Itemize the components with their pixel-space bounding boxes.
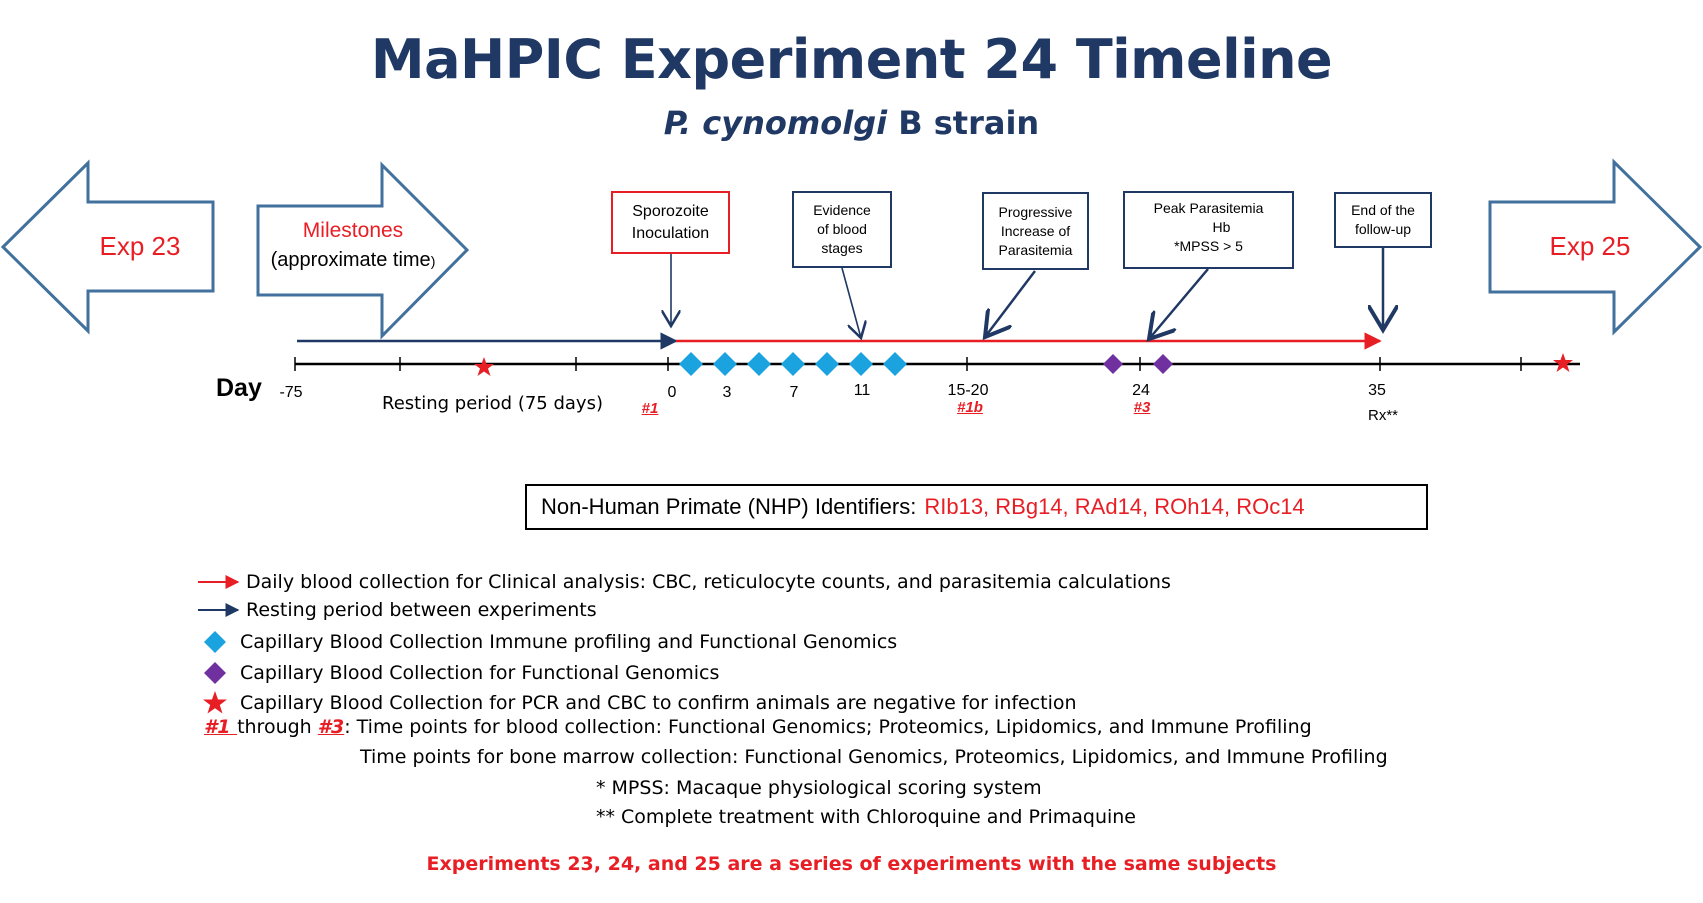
milestone-end-followup: End of the follow-up (1334, 192, 1432, 248)
legend-cyan-diamond-text: Capillary Blood Collection Immune profil… (240, 631, 898, 653)
footer-note: Experiments 23, 24, and 25 are a series … (426, 853, 1277, 875)
tick-label: 0 (667, 384, 677, 401)
legend-rx-note: ** Complete treatment with Chloroquine a… (596, 806, 1136, 828)
cyan-diamond (747, 352, 771, 376)
milestone-line: Evidence (813, 202, 871, 218)
legend-cyan-diamond (204, 631, 226, 653)
milestone-line: follow-up (1354, 221, 1412, 237)
legend-tp-first: #1 (204, 716, 238, 738)
timepoint-1b: #1b (957, 399, 983, 416)
timepoint-1: #1 (641, 400, 659, 417)
legend-tp-desc: : Time points for blood collection: Func… (344, 716, 1312, 738)
milestone-blood-stages: Evidence of blood stages (792, 191, 892, 268)
milestone-line: *MPSS > 5 (1174, 238, 1243, 254)
legend-mpss-note: * MPSS: Macaque physiological scoring sy… (596, 777, 1042, 799)
immune-profiling-diamonds (679, 352, 907, 376)
milestone-peak-parasitemia: Peak Parasitemia Hb *MPSS > 5 (1123, 191, 1294, 269)
subtitle-species: P. cynomolgi (663, 104, 888, 142)
legend-tp-through: through (237, 716, 318, 738)
tick-label: -75 (279, 384, 303, 401)
milestone-line: of blood (817, 221, 867, 237)
nhp-label: Non-Human Primate (NHP) Identifiers: (541, 494, 917, 519)
page-title: MaHPIC Experiment 24 Timeline (370, 28, 1333, 91)
milestone-line: Progressive (998, 203, 1073, 220)
cyan-diamond (883, 352, 907, 376)
tick-label: 11 (853, 382, 871, 399)
nhp-identifiers-box: Non-Human Primate (NHP) Identifiers: RIb… (525, 484, 1428, 530)
milestones-arrow (256, 161, 470, 340)
timepoint-3: #3 (1133, 399, 1151, 416)
day-label: Day (216, 374, 262, 402)
page-subtitle: P. cynomolgi B strain (0, 104, 1703, 142)
milestone-line: Parasitemia (998, 241, 1073, 258)
tick-label: 24 (1132, 382, 1150, 399)
milestones-paren: ) (430, 253, 436, 269)
cyan-diamond (713, 352, 737, 376)
cyan-diamond (679, 352, 703, 376)
tick-label: 15-20 (947, 382, 989, 399)
legend-purple-diamond-text: Capillary Blood Collection for Functiona… (240, 662, 720, 684)
legend-tp-last: #3 (317, 716, 345, 738)
milestone-line: Increase of (1000, 222, 1071, 239)
milestone-line: Hb (1212, 219, 1231, 235)
milestone-progressive-increase: Progressive Increase of Parasitemia (982, 192, 1089, 270)
milestones-title: Milestones (302, 219, 404, 242)
cyan-diamond (849, 352, 873, 376)
exp-next-label: Exp 25 (1549, 231, 1631, 261)
red-star (1553, 353, 1573, 372)
legend-purple-diamond (204, 662, 226, 684)
functional-genomics-diamonds (1103, 354, 1173, 374)
cyan-diamond (781, 352, 805, 376)
milestone-line: Peak Parasitemia (1153, 200, 1264, 216)
legend-red-arrow-text: Daily blood collection for Clinical anal… (246, 571, 1171, 593)
rx-label: Rx** (1367, 407, 1399, 424)
milestone-sporozoite-inoculation: Sporozoite Inoculation (611, 191, 730, 254)
legend-timepoints-text: #1 through #3: Time points for blood col… (204, 716, 1312, 738)
milestones-subtitle: (approximate time) (258, 249, 448, 272)
legend-navy-arrow-text: Resting period between experiments (246, 599, 597, 621)
resting-period-label: Resting period (75 days) (382, 393, 603, 414)
milestone-line: Inoculation (631, 224, 710, 242)
nhp-ids: RIb13, RBg14, RAd14, ROh14, ROc14 (924, 494, 1305, 519)
legend-bone-marrow-text: Time points for bone marrow collection: … (360, 746, 1388, 768)
red-star (474, 357, 494, 376)
subtitle-strain: B strain (887, 104, 1040, 142)
exp-prev-label: Exp 23 (99, 231, 181, 261)
cyan-diamond (815, 352, 839, 376)
milestone-line: End of the (1351, 202, 1415, 218)
tick-label: 35 (1368, 382, 1386, 399)
callout-arrow-blood-stages (841, 267, 861, 338)
legend-red-star (203, 691, 227, 714)
purple-diamond (1153, 354, 1173, 374)
milestone-line: Sporozoite (632, 202, 709, 220)
milestones-approx: (approximate time (270, 249, 431, 271)
legend-red-star-text: Capillary Blood Collection for PCR and C… (240, 692, 1077, 714)
tick-label: 3 (722, 384, 732, 401)
tick-label: 7 (789, 384, 799, 401)
milestone-line: stages (821, 240, 863, 256)
callout-arrow-progressive (985, 270, 1036, 337)
exp-next-arrow (1488, 158, 1703, 336)
callout-arrow-peak (1149, 268, 1209, 339)
exp-prev-arrow (0, 159, 215, 335)
purple-diamond (1103, 354, 1123, 374)
